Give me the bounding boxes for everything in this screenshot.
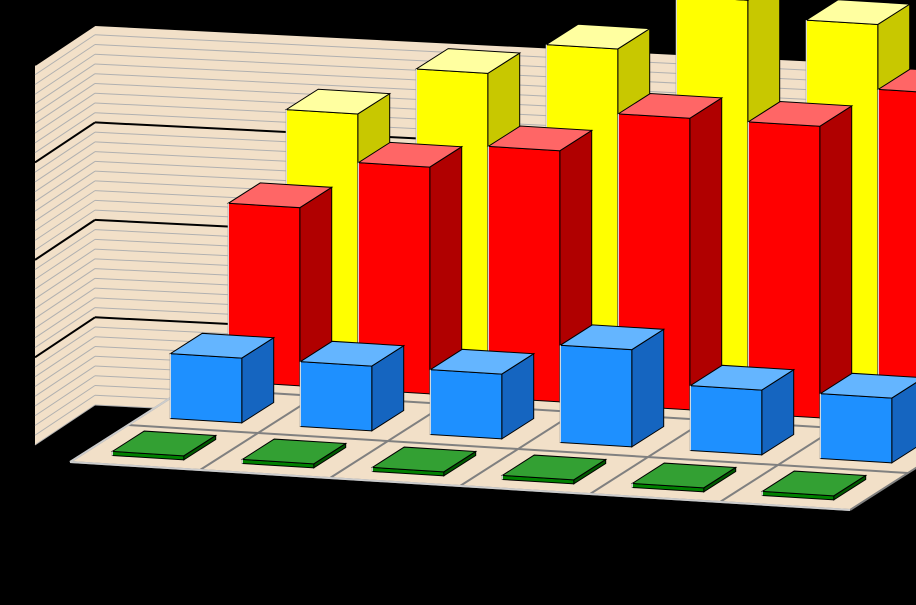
bar-chart-3d [0, 0, 916, 605]
bar-blue-3 [560, 325, 663, 447]
bar-blue-2 [430, 349, 533, 439]
bar-blue-5 [820, 373, 916, 463]
bar-blue-0 [170, 333, 273, 423]
bar-blue-4 [690, 365, 793, 455]
bar-blue-1 [300, 341, 403, 431]
bar-red-5 [878, 69, 916, 426]
